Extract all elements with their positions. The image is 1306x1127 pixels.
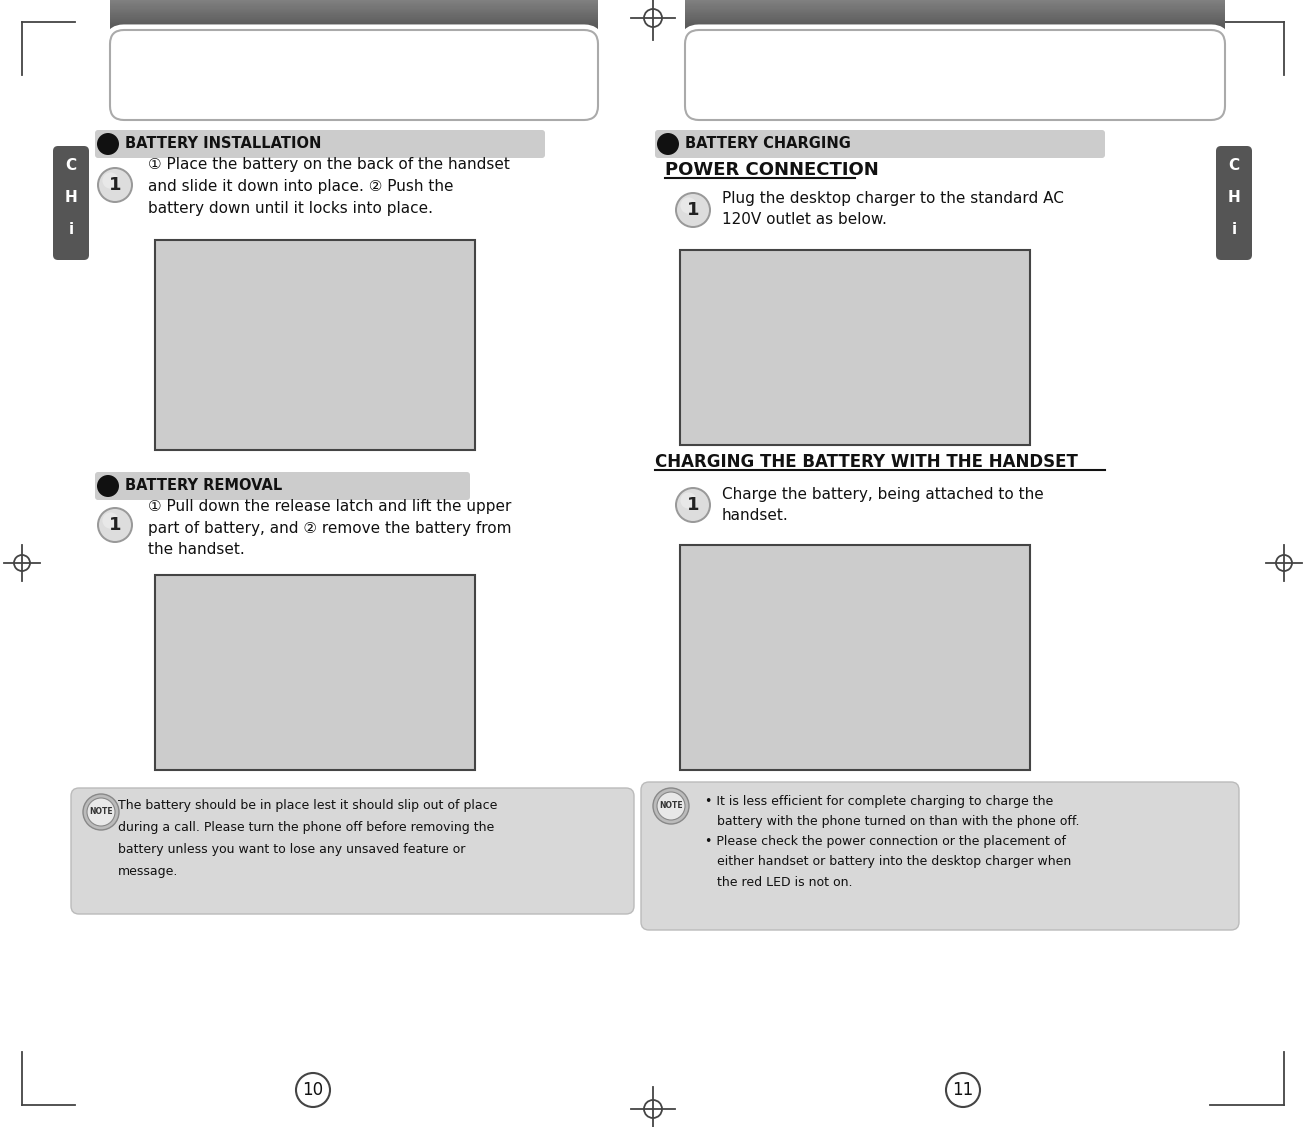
Circle shape	[946, 1073, 980, 1107]
Circle shape	[99, 169, 131, 201]
Circle shape	[677, 489, 709, 521]
Text: 1: 1	[108, 516, 121, 534]
FancyBboxPatch shape	[95, 472, 470, 500]
Bar	[680, 545, 1030, 770]
Circle shape	[296, 1073, 330, 1107]
Text: battery unless you want to lose any unsaved feature or: battery unless you want to lose any unsa…	[118, 843, 465, 855]
Circle shape	[677, 194, 709, 227]
Text: during a call. Please turn the phone off before removing the: during a call. Please turn the phone off…	[118, 820, 494, 834]
Text: • It is less efficient for complete charging to charge the: • It is less efficient for complete char…	[705, 796, 1053, 808]
Bar	[155, 240, 475, 450]
Circle shape	[653, 788, 690, 824]
Text: part of battery, and ② remove the battery from: part of battery, and ② remove the batter…	[148, 521, 512, 535]
Circle shape	[84, 795, 119, 829]
Text: BATTERY USAGE: BATTERY USAGE	[227, 61, 481, 89]
Text: BATTERY INSTALLATION: BATTERY INSTALLATION	[125, 136, 321, 151]
Text: Charge the battery, being attached to the: Charge the battery, being attached to th…	[722, 487, 1043, 502]
FancyBboxPatch shape	[71, 788, 633, 914]
Text: i: i	[68, 222, 73, 238]
FancyBboxPatch shape	[1216, 147, 1252, 260]
Text: message.: message.	[118, 864, 179, 878]
Bar	[680, 250, 1030, 445]
Text: the red LED is not on.: the red LED is not on.	[705, 876, 853, 888]
Text: and slide it down into place. ② Push the: and slide it down into place. ② Push the	[148, 179, 453, 195]
Circle shape	[97, 167, 133, 203]
Circle shape	[680, 197, 696, 214]
FancyBboxPatch shape	[54, 147, 89, 260]
Text: battery with the phone turned on than with the phone off.: battery with the phone turned on than wi…	[705, 816, 1080, 828]
Text: i: i	[1232, 222, 1237, 238]
Text: H: H	[1228, 190, 1241, 205]
Text: H: H	[64, 190, 77, 205]
FancyBboxPatch shape	[656, 130, 1105, 158]
Text: C: C	[65, 159, 77, 174]
Text: Plug the desktop charger to the standard AC: Plug the desktop charger to the standard…	[722, 190, 1064, 205]
Text: the handset.: the handset.	[148, 542, 244, 558]
FancyBboxPatch shape	[95, 130, 545, 158]
Circle shape	[97, 474, 119, 497]
Text: BATTERY USAGE: BATTERY USAGE	[828, 61, 1081, 89]
Text: CHARGING THE BATTERY WITH THE HANDSET: CHARGING THE BATTERY WITH THE HANDSET	[656, 453, 1077, 471]
Text: • Please check the power connection or the placement of: • Please check the power connection or t…	[705, 835, 1066, 849]
Circle shape	[657, 133, 679, 156]
Text: ① Pull down the release latch and lift the upper: ① Pull down the release latch and lift t…	[148, 498, 512, 514]
Circle shape	[675, 487, 710, 523]
Text: C: C	[1229, 159, 1239, 174]
Circle shape	[680, 492, 696, 508]
Text: ① Place the battery on the back of the handset: ① Place the battery on the back of the h…	[148, 158, 509, 172]
Text: 1: 1	[108, 176, 121, 194]
Text: 1: 1	[687, 496, 699, 514]
Text: POWER CONNECTION: POWER CONNECTION	[665, 161, 879, 179]
Bar	[155, 575, 475, 770]
Text: The battery should be in place lest it should slip out of place: The battery should be in place lest it s…	[118, 799, 498, 811]
Text: battery down until it locks into place.: battery down until it locks into place.	[148, 202, 434, 216]
Circle shape	[657, 792, 686, 820]
Circle shape	[675, 192, 710, 228]
Text: BATTERY REMOVAL: BATTERY REMOVAL	[125, 479, 282, 494]
Text: 10: 10	[303, 1081, 324, 1099]
Text: NOTE: NOTE	[89, 808, 112, 816]
Circle shape	[99, 509, 131, 541]
Circle shape	[97, 133, 119, 156]
Text: NOTE: NOTE	[660, 801, 683, 810]
Text: BATTERY CHARGING: BATTERY CHARGING	[686, 136, 852, 151]
Circle shape	[102, 172, 119, 188]
Text: handset.: handset.	[722, 508, 789, 524]
Circle shape	[97, 507, 133, 543]
Text: either handset or battery into the desktop charger when: either handset or battery into the deskt…	[705, 855, 1071, 869]
Text: 120V outlet as below.: 120V outlet as below.	[722, 213, 887, 228]
FancyBboxPatch shape	[641, 782, 1239, 930]
Circle shape	[88, 798, 115, 826]
Text: 1: 1	[687, 201, 699, 219]
Circle shape	[102, 513, 119, 529]
Text: 11: 11	[952, 1081, 974, 1099]
